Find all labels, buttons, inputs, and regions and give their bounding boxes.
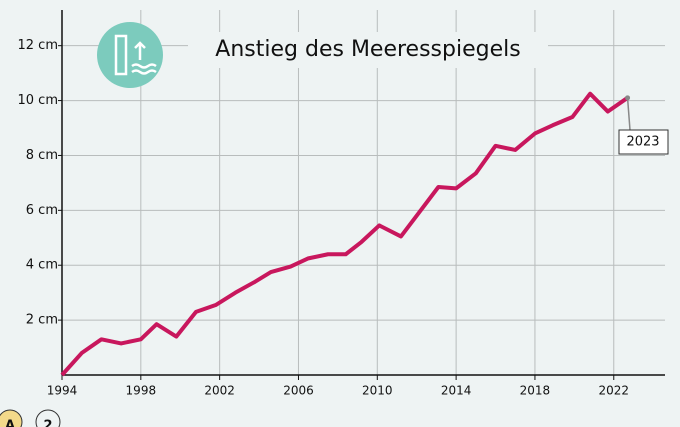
chart-title: Anstieg des Meeresspiegels (215, 37, 520, 62)
icon-ruler (114, 34, 128, 76)
y-tick-label: 6 cm (26, 203, 58, 218)
y-tick-label: 12 cm (18, 38, 59, 53)
footer-icon-label: A (5, 419, 15, 427)
footer-icon (35, 409, 61, 427)
x-tick-label: 2010 (362, 384, 393, 398)
x-tick-label: 2002 (204, 384, 235, 398)
x-tick-label: 2022 (598, 384, 629, 398)
y-tick-label: 4 cm (26, 258, 58, 273)
x-tick-label: 1994 (47, 384, 78, 398)
annotation: 2023 (626, 135, 659, 150)
x-tick-label: 1998 (126, 384, 157, 398)
y-tick-label: 2 cm (26, 313, 58, 328)
icon-waves (131, 41, 157, 75)
end-point (625, 95, 631, 101)
x-tick-label: 2006 (283, 384, 314, 398)
y-tick-label: 10 cm (18, 93, 59, 108)
line-series (60, 91, 629, 377)
x-tick-label: 2018 (520, 384, 551, 398)
plot (60, 91, 631, 377)
x-tick-label: 2014 (441, 384, 472, 398)
title-icon (97, 22, 163, 88)
footer-icon-label: 2 (43, 419, 52, 427)
y-tick-label: 8 cm (26, 148, 58, 163)
icon-circle (97, 22, 163, 88)
title-box (188, 32, 548, 68)
annotation-box (618, 129, 669, 155)
footer-icon (0, 409, 23, 427)
annotation-leader (626, 97, 631, 131)
